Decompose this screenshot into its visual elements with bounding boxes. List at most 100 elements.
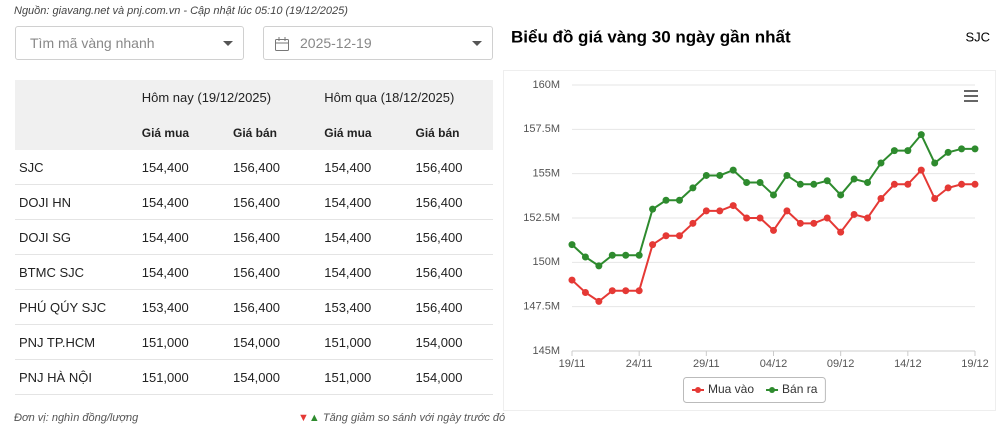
search-placeholder: Tìm mã vàng nhanh <box>30 35 155 51</box>
table-cell: 154,000 <box>415 324 493 360</box>
data-point <box>958 180 966 188</box>
table-cell <box>15 115 142 150</box>
table-cell: 154,400 <box>324 254 416 290</box>
data-point <box>622 251 630 259</box>
data-point <box>568 276 576 284</box>
data-point <box>931 159 939 167</box>
table-cell: 154,400 <box>324 184 416 220</box>
table-cell: DOJI SG <box>15 219 142 255</box>
legend: Mua vào Bán ra <box>683 377 826 403</box>
date-picker[interactable]: 2025-12-19 <box>263 26 493 60</box>
data-point <box>958 145 966 153</box>
data-point <box>689 184 697 192</box>
table-cell: 156,400 <box>232 219 325 255</box>
y-tick-label: 155M <box>532 168 560 180</box>
data-point <box>675 196 683 204</box>
data-point <box>675 232 683 240</box>
data-point <box>716 207 724 215</box>
data-point <box>904 180 912 188</box>
table-cell: DOJI HN <box>15 184 142 220</box>
data-point <box>568 241 576 249</box>
y-tick-label: 150M <box>532 256 560 268</box>
data-point <box>837 228 845 236</box>
table-cell: 153,400 <box>324 289 416 325</box>
table-cell: 154,000 <box>232 324 325 360</box>
table-row: BTMC SJC 154,400 156,400 154,400 156,400 <box>15 254 493 290</box>
data-point <box>810 180 818 188</box>
legend-label: Mua vào <box>708 382 754 396</box>
change-note-text: Tăng giảm so sánh với ngày trước đó <box>322 412 506 424</box>
table-row: SJC 154,400 156,400 154,400 156,400 <box>15 150 493 185</box>
unit-note: Đơn vị: nghìn đồng/lượng <box>14 412 139 424</box>
data-point <box>931 194 939 202</box>
table-cell: PHÚ QÚY SJC <box>15 289 142 325</box>
data-point <box>837 191 845 199</box>
table-cell: BTMC SJC <box>15 254 142 290</box>
data-point <box>649 241 657 249</box>
table-cell: 156,400 <box>415 150 493 185</box>
table-cell: 151,000 <box>324 359 416 395</box>
table-cell: 154,400 <box>141 184 233 220</box>
table-cell: 154,000 <box>232 359 325 395</box>
chart-title: Biểu đồ giá vàng 30 ngày gần nhất <box>511 27 791 46</box>
data-point <box>581 288 589 296</box>
y-tick-label: 145M <box>532 345 560 357</box>
table-cell: 154,400 <box>141 254 233 290</box>
data-point <box>770 226 777 234</box>
data-point <box>890 180 898 188</box>
chart-frame <box>503 70 996 411</box>
data-point <box>702 171 710 179</box>
search-box[interactable]: Tìm mã vàng nhanh <box>15 26 244 60</box>
data-point <box>595 262 603 270</box>
data-point <box>864 179 872 187</box>
data-point <box>810 219 818 227</box>
data-point <box>716 171 724 179</box>
table-cell: 156,400 <box>415 184 493 220</box>
data-point <box>850 210 858 218</box>
data-point <box>595 297 603 305</box>
series-line <box>571 168 975 303</box>
data-point <box>608 251 616 259</box>
dropdown-caret <box>472 41 482 46</box>
data-point <box>890 147 898 155</box>
data-point <box>850 175 858 183</box>
x-tick-label: 24/11 <box>626 358 653 370</box>
table-row: PHÚ QÚY SJC 153,400 156,400 153,400 156,400 <box>15 289 493 325</box>
table-cell: Hôm nay (19/12/2025) <box>141 80 325 115</box>
table-cell: 154,000 <box>415 359 493 395</box>
x-tick-label: 14/12 <box>894 358 922 370</box>
price-table: Hôm nay (19/12/2025) Hôm qua (18/12/2025)… <box>15 80 493 395</box>
table-cell: 156,400 <box>232 150 325 185</box>
table-cell: 156,400 <box>415 219 493 255</box>
table-row: Hôm nay (19/12/2025) Hôm qua (18/12/2025) <box>15 80 493 115</box>
data-point <box>864 214 872 222</box>
table-cell: 154,400 <box>141 219 233 255</box>
x-tick-label: 04/12 <box>760 358 788 370</box>
data-point <box>702 207 710 215</box>
x-tick-label: 09/12 <box>827 358 855 370</box>
table-cell: Giá bán <box>232 115 325 150</box>
table-cell: Giá mua <box>324 115 416 150</box>
menu-icon[interactable] <box>964 90 978 102</box>
table-cell: 151,000 <box>141 359 233 395</box>
change-note: ▼▲ Tăng giảm so sánh với ngày trước đó <box>298 412 506 424</box>
table-cell: 154,400 <box>324 150 416 185</box>
table-cell: Giá mua <box>141 115 233 150</box>
chart: Biểu đồ giá vàng 30 ngày gần nhất SJC 14… <box>503 27 996 411</box>
table-cell: 156,400 <box>232 289 325 325</box>
data-point <box>917 166 925 174</box>
data-point <box>971 145 979 153</box>
data-point <box>823 177 831 185</box>
y-tick-label: 152.5M <box>523 212 560 224</box>
table-cell: Giá bán <box>415 115 493 150</box>
data-point <box>971 180 979 188</box>
x-tick-label: 19/12 <box>961 358 989 370</box>
calendar-icon <box>275 37 289 51</box>
data-point <box>662 232 670 240</box>
data-point <box>823 214 831 222</box>
table-cell: 156,400 <box>415 254 493 290</box>
table-row: DOJI SG 154,400 156,400 154,400 156,400 <box>15 219 493 255</box>
y-tick-label: 147.5M <box>523 301 560 313</box>
table-cell: 154,400 <box>141 150 233 185</box>
data-point <box>743 214 751 222</box>
